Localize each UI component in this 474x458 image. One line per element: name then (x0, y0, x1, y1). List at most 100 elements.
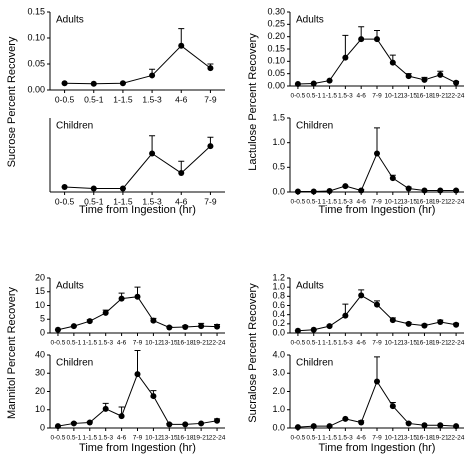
point (326, 423, 333, 430)
point (374, 36, 380, 43)
point (437, 187, 444, 194)
x-tick-label: 7-9 (372, 435, 382, 442)
x-axis-label: Time from Ingestion (hr) (79, 204, 196, 216)
x-tick-label: 13-15 (161, 340, 178, 347)
point (61, 80, 68, 87)
x-tick-label: 16-18 (416, 93, 433, 100)
x-tick-label: 7-9 (372, 340, 382, 347)
x-tick-label: 16-18 (416, 199, 433, 206)
x-tick-label: 10-12 (385, 93, 402, 100)
y-tick-label: 0.00 (27, 84, 45, 94)
point (310, 188, 317, 195)
point (198, 323, 205, 330)
x-axis-label: Time from Ingestion (hr) (319, 204, 436, 216)
point (150, 393, 157, 400)
panel-label: Children (296, 121, 333, 132)
y-tick-label: 0.10 (267, 56, 285, 66)
point (389, 175, 396, 182)
point (421, 187, 428, 194)
line (64, 145, 211, 189)
x-tick-label: 1.5-3 (338, 435, 353, 442)
panel-label: Children (296, 358, 333, 369)
point (294, 188, 301, 195)
line (297, 380, 457, 428)
x-tick-label: 1.5-3 (142, 196, 162, 206)
point (166, 324, 173, 331)
x-tick-label: 13-15 (400, 340, 417, 347)
x-tick-label: 0-0.5 (290, 199, 305, 206)
panel-label: Children (56, 121, 93, 132)
point (405, 420, 412, 427)
y-tick-label: 1.0 (272, 137, 285, 147)
point (207, 65, 214, 72)
x-tick-label: 10-12 (385, 340, 402, 347)
y-tick-label: 0.05 (267, 68, 285, 78)
x-tick-label: 16-18 (416, 340, 433, 347)
x-tick-label: 0.5-1 (306, 340, 321, 347)
x-tick-label: 1-1.5 (82, 340, 97, 347)
point (149, 150, 156, 157)
point (358, 292, 365, 299)
x-axis-label: Time from Ingestion (hr) (319, 442, 436, 454)
point (342, 54, 349, 61)
point (389, 317, 396, 324)
panel-label: Adults (56, 15, 84, 26)
x-tick-label: 4-6 (356, 340, 366, 347)
x-tick-label: 0-0.5 (290, 435, 305, 442)
point (214, 323, 221, 330)
point (310, 80, 317, 87)
y-tick-label: 0.30 (267, 6, 285, 16)
x-tick-label: 16-18 (177, 340, 194, 347)
point (294, 424, 301, 431)
x-tick-label: 1.5-3 (98, 435, 113, 442)
point (421, 322, 428, 329)
point (421, 76, 428, 83)
x-tick-label: 10-12 (145, 435, 162, 442)
x-tick-label: 4-6 (356, 435, 366, 442)
x-tick-label: 19-21 (432, 93, 449, 100)
point (342, 415, 349, 422)
y-tick-label: 0.0 (272, 186, 285, 196)
y-tick-label: 3.0 (272, 368, 285, 378)
x-tick-label: 10-12 (145, 340, 162, 347)
y-tick-label: 4.0 (272, 349, 285, 359)
x-tick-label: 1-1.5 (322, 340, 337, 347)
point (326, 77, 333, 84)
point (119, 80, 126, 87)
point (326, 188, 333, 195)
x-tick-label: 0-0.5 (51, 435, 66, 442)
point (178, 42, 185, 49)
point (437, 71, 444, 78)
point (134, 371, 141, 378)
point (358, 36, 365, 43)
point (310, 326, 317, 333)
y-tick-label: 0.05 (27, 58, 45, 68)
y-axis-label: Lactulose Percent Recovery (247, 33, 259, 171)
x-tick-label: 19-21 (432, 199, 449, 206)
point (374, 301, 380, 308)
y-tick-label: 2.0 (272, 386, 285, 396)
point (102, 309, 109, 316)
y-tick-label: 0.00 (267, 80, 285, 90)
point (437, 319, 444, 325)
point (310, 423, 317, 430)
point (342, 183, 349, 190)
x-tick-label: 13-15 (161, 435, 178, 442)
y-axis-label: Sucralose Percent Recovery (247, 283, 259, 423)
x-tick-label: 1.5-3 (338, 93, 353, 100)
y-tick-label: 20 (35, 386, 45, 396)
panel-label: Children (56, 358, 93, 369)
point (294, 327, 301, 334)
y-tick-label: 15 (35, 286, 45, 296)
y-tick-label: 0.8 (272, 291, 285, 301)
x-tick-label: 19-21 (193, 340, 210, 347)
point (134, 293, 141, 300)
point (166, 421, 173, 428)
x-tick-label: 22-24 (448, 435, 465, 442)
y-tick-label: 10 (35, 404, 45, 414)
x-tick-label: 0.5-1 (84, 94, 104, 104)
point (453, 187, 460, 194)
x-tick-label: 0-0.5 (290, 93, 305, 100)
point (61, 183, 68, 190)
